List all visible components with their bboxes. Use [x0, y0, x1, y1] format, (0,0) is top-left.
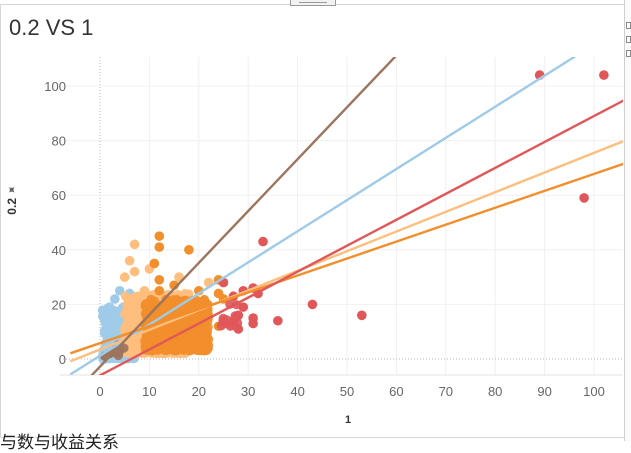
x-tick-label: 60 [389, 384, 403, 399]
x-tick-label: 40 [290, 384, 304, 399]
scatter-point-light-orange [130, 347, 140, 357]
scatter-point-red [579, 193, 589, 203]
scatter-point-orange [194, 337, 204, 347]
scatter-point-light-orange [119, 272, 130, 282]
scatter-point-light-orange [139, 285, 150, 296]
y-tick-label: 40 [52, 243, 66, 258]
y-tick-label: 80 [52, 134, 66, 149]
scatter-point-orange [154, 275, 165, 285]
grid [60, 57, 623, 376]
x-tick-label: 30 [241, 384, 255, 399]
scatter-point-red [273, 315, 283, 326]
scatter-point-orange [194, 344, 204, 354]
scatter-point-orange [141, 299, 151, 309]
filter-icon[interactable] [626, 36, 631, 43]
x-tick-label: 20 [192, 384, 206, 399]
scatter-point-light-orange [131, 309, 142, 319]
trend-line-red [98, 99, 623, 375]
y-tick-label: 20 [52, 297, 66, 312]
x-axis-label: 1 [345, 414, 351, 426]
scatter-point-red [233, 324, 244, 334]
trend-line-light-orange [69, 140, 623, 363]
scatter-point-red [357, 310, 367, 321]
x-tick-label: 90 [537, 384, 551, 399]
scatter-point-orange [171, 346, 181, 356]
maximize-icon[interactable] [626, 22, 631, 29]
chart-title: 0.2 VS 1 [9, 15, 94, 40]
scatter-point-light-orange [129, 239, 140, 250]
y-tick-label: 100 [44, 79, 66, 94]
scatter-chart: 0 10 20 30 40 50 60 70 80 90 100 0 20 40 60 80 100 1 [44, 57, 623, 426]
more-icon[interactable] [626, 50, 631, 57]
scatter-point-red [228, 315, 239, 326]
right-toolbar [624, 0, 631, 441]
scatter-point-light-blue [110, 294, 120, 304]
scatter-point-red [599, 70, 609, 80]
scatter-point-red [258, 236, 268, 247]
x-tick-label: 80 [488, 384, 502, 399]
trend-lines [69, 57, 623, 375]
scatter-point-red [238, 302, 249, 312]
scatter-point-orange [154, 231, 165, 241]
scatter-point-light-blue [100, 313, 110, 323]
scatter-point-orange [160, 330, 170, 340]
y-tick-label: 60 [52, 188, 66, 203]
scatter-point-orange [149, 258, 160, 269]
scatter-point-orange [154, 285, 165, 296]
scatter-point-red [307, 299, 318, 310]
scatter-point-light-orange [129, 266, 140, 277]
scatter-point-light-orange [124, 255, 135, 266]
trend-line-orange [69, 162, 623, 355]
x-tick-label: 100 [583, 384, 605, 399]
scatter-point-orange [202, 344, 212, 354]
trend-line-brown [90, 57, 397, 375]
y-tick-label: 0 [59, 352, 66, 367]
scatter-point-light-blue [105, 305, 115, 315]
scatter-point-orange [154, 242, 165, 252]
scatter-point-orange [184, 245, 194, 255]
trend-line-light-blue [69, 57, 577, 375]
scatter-point-orange [162, 345, 172, 355]
axis-ticks: 0 10 20 30 40 50 60 70 80 90 100 0 20 40 60 80 100 [44, 79, 605, 399]
scatter-point-red [248, 318, 258, 329]
panel-drag-handle[interactable] [290, 0, 336, 6]
scatter-point-orange [192, 295, 202, 305]
scatter-point-orange [200, 331, 210, 341]
x-tick-label: 10 [142, 384, 156, 399]
x-tick-label: 0 [96, 384, 103, 399]
scatter-point-orange [149, 296, 160, 306]
x-tick-label: 70 [439, 384, 453, 399]
x-tick-label: 50 [340, 384, 354, 399]
scatter-point-light-blue [99, 328, 110, 339]
scatter-point-orange [165, 298, 175, 309]
